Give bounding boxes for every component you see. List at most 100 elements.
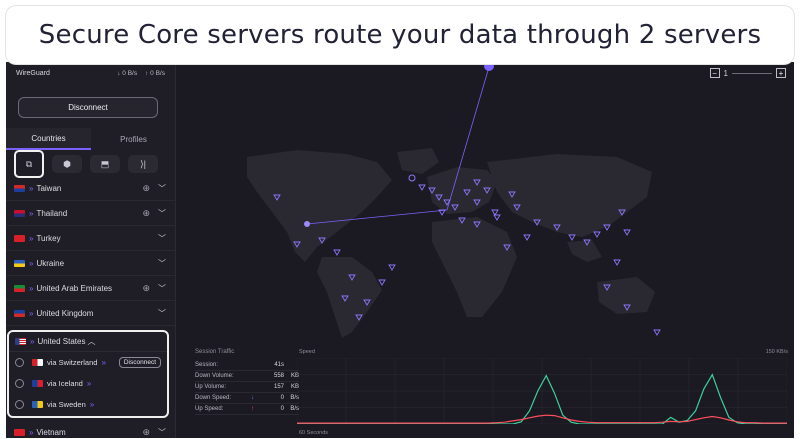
country-row[interactable]: » Turkey ﹀ (6, 226, 176, 251)
chevron-down-icon[interactable]: ﹀ (158, 308, 166, 318)
chevron-down-icon[interactable]: ﹀ (158, 183, 166, 193)
server-marker-icon[interactable] (503, 244, 511, 251)
server-marker-icon[interactable] (603, 284, 611, 291)
server-marker-icon[interactable] (473, 221, 481, 228)
disconnect-button[interactable]: Disconnect (18, 97, 158, 118)
connected-server-icon[interactable] (484, 62, 494, 71)
server-marker-icon[interactable] (458, 217, 466, 224)
server-marker-icon[interactable] (355, 314, 363, 321)
zoom-value: 1 (723, 68, 728, 78)
server-marker-icon[interactable] (451, 204, 459, 211)
stat-label: Up Volume: (195, 384, 227, 390)
server-marker-icon[interactable] (293, 241, 301, 248)
country-row[interactable]: » United Kingdom ﹀ (6, 301, 176, 326)
flag-icon (14, 259, 25, 267)
server-marker-icon[interactable] (523, 234, 531, 241)
server-marker-icon[interactable] (603, 224, 611, 231)
country-row[interactable]: » Ukraine ﹀ (6, 251, 176, 276)
secure-core-chevron-icon: » (29, 208, 34, 218)
country-row[interactable]: » Vietnam ⊕ ﹀ (6, 420, 176, 438)
country-row-vietnam[interactable]: » Vietnam ⊕ ﹀ (6, 420, 176, 438)
p2p-icon: ⬢ (63, 158, 71, 169)
zoom-in-button[interactable]: + (776, 68, 786, 78)
country-row[interactable]: » Taiwan ⊕ ﹀ (6, 176, 176, 201)
tab-profiles[interactable]: Profiles (120, 134, 147, 144)
server-marker-icon[interactable] (408, 174, 416, 182)
us-routes: via Switzerland» Disconnect via Iceland» vi… (9, 352, 167, 415)
zoom-slider[interactable] (732, 72, 772, 74)
country-row[interactable]: » United Arab Emirates ⊕ ﹀ (6, 276, 176, 301)
server-marker-icon[interactable] (553, 224, 561, 231)
zoom-out-button[interactable]: − (709, 68, 720, 78)
stat-value: 0 (280, 395, 284, 401)
chevron-up-icon[interactable]: ︿ (87, 337, 96, 346)
traffic-stats: Session: 41s Down Volume: 558 KB Up Volume: 15… (195, 360, 299, 415)
server-marker-icon[interactable] (593, 231, 601, 238)
server-marker-icon[interactable] (473, 199, 481, 206)
server-marker-icon[interactable] (348, 274, 356, 281)
tab-countries[interactable]: Countries (6, 128, 91, 150)
country-name: United Kingdom (36, 308, 94, 318)
traffic-stat: Session: 41s (195, 360, 299, 371)
server-marker-icon[interactable] (463, 189, 471, 196)
route-radio[interactable] (15, 358, 24, 367)
chevron-down-icon[interactable]: ﹀ (158, 283, 166, 293)
server-marker-icon[interactable] (623, 229, 631, 236)
server-marker-icon[interactable] (653, 329, 661, 336)
route-disconnect-button[interactable]: Disconnect (118, 357, 161, 368)
traffic-chart (297, 358, 787, 424)
exit-server-icon[interactable] (304, 221, 310, 227)
filter-streaming-button[interactable]: ⟩| (128, 155, 158, 173)
world-map[interactable]: − 1 + (177, 62, 794, 342)
server-marker-icon[interactable] (428, 187, 436, 194)
secure-core-icon: ⧉ (25, 158, 33, 169)
country-row-united-states[interactable]: » United States ︿ (9, 332, 167, 352)
server-marker-icon[interactable] (508, 191, 516, 198)
chevron-down-icon[interactable]: ﹀ (158, 208, 166, 218)
feature-filters: ⧉ ⬢ ⬒ ⟩| (14, 150, 158, 178)
server-marker-icon[interactable] (363, 299, 371, 306)
server-marker-icon[interactable] (618, 209, 626, 216)
vpn-app-window: WireGuard ↓ 0 B/s ↑ 0 B/s Disconnect Cou… (6, 62, 794, 438)
filter-secure-core-button[interactable]: ⧉ (14, 150, 44, 178)
chevron-down-icon[interactable]: ﹀ (158, 233, 166, 243)
server-marker-icon[interactable] (623, 304, 631, 311)
stat-value: 157 (273, 384, 284, 390)
server-marker-icon[interactable] (613, 259, 621, 266)
secure-core-chevron-icon: » (29, 428, 34, 437)
server-marker-icon[interactable] (318, 237, 326, 244)
filter-tor-button[interactable]: ⬒ (90, 155, 120, 173)
server-marker-icon[interactable] (378, 279, 386, 286)
africa-shape (432, 217, 517, 317)
server-marker-icon[interactable] (513, 204, 521, 211)
route-label: via Switzerland (47, 358, 98, 367)
country-row[interactable]: » Thailand ⊕ ﹀ (6, 201, 176, 226)
server-marker-icon[interactable] (273, 194, 281, 201)
chevron-down-icon[interactable]: ﹀ (158, 258, 166, 268)
server-marker-icon[interactable] (333, 249, 341, 256)
secure-core-route[interactable]: via Switzerland» Disconnect (9, 352, 167, 373)
server-marker-icon[interactable] (435, 194, 443, 201)
server-marker-icon[interactable] (491, 209, 499, 216)
server-marker-icon[interactable] (443, 199, 451, 206)
filter-p2p-button[interactable]: ⬢ (52, 155, 82, 173)
traffic-series-line-0 (297, 373, 787, 424)
server-markers (273, 62, 661, 336)
server-marker-icon[interactable] (568, 234, 576, 241)
server-marker-icon[interactable] (533, 219, 541, 226)
route-radio[interactable] (15, 400, 24, 409)
route-radio[interactable] (15, 379, 24, 388)
server-marker-icon[interactable] (583, 239, 591, 246)
chevron-down-icon[interactable]: ﹀ (158, 428, 166, 437)
flag-icon (32, 380, 43, 387)
server-marker-icon[interactable] (388, 264, 396, 271)
secure-core-route[interactable]: via Iceland» (9, 373, 167, 394)
server-marker-icon[interactable] (473, 179, 481, 186)
country-name: Taiwan (36, 183, 62, 193)
secure-core-route[interactable]: via Sweden» (9, 394, 167, 415)
server-marker-icon[interactable] (341, 295, 349, 302)
server-marker-icon[interactable] (418, 184, 426, 191)
server-marker-icon[interactable] (438, 209, 446, 216)
server-marker-icon[interactable] (483, 187, 491, 194)
server-marker-icon[interactable] (493, 214, 501, 221)
